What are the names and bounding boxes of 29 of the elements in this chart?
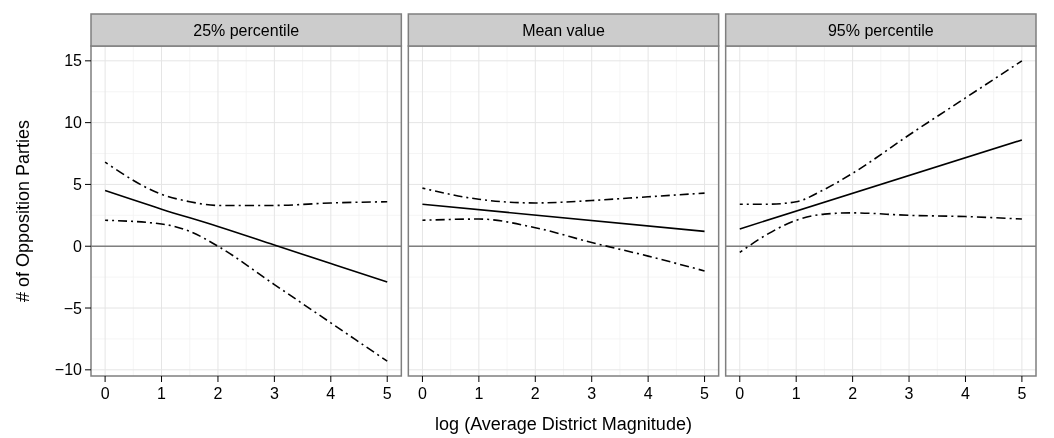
- x-tick-label: 2: [848, 385, 858, 402]
- chart-title: 95% percentile: [827, 22, 934, 39]
- y-tick-label: 10: [64, 114, 83, 132]
- x-tick-label: 2: [213, 385, 223, 402]
- x-tick-label: 5: [700, 385, 710, 402]
- y-tick-label: 15: [64, 52, 83, 70]
- x-tick-label: 4: [326, 385, 336, 402]
- chart-title: 25% percentile: [193, 22, 300, 39]
- x-tick-label: 1: [474, 385, 484, 402]
- x-tick-label: 1: [157, 385, 167, 402]
- x-tick-label: 3: [269, 385, 279, 402]
- x-tick-label: 0: [417, 385, 427, 402]
- x-tick-label: 0: [100, 385, 110, 402]
- x-tick-label: 0: [735, 385, 745, 402]
- x-tick-label: 5: [1017, 385, 1027, 402]
- y-tick-label: −10: [54, 361, 83, 379]
- y-axis-title: # of Opposition Parties: [13, 119, 33, 303]
- y-tick-label: 5: [73, 175, 83, 193]
- chart-title: Mean value: [522, 22, 605, 39]
- x-tick-label: 4: [643, 385, 653, 402]
- x-axis-title: log (Average District Magnitude): [435, 414, 692, 434]
- x-tick-label: 4: [961, 385, 971, 402]
- x-tick-label: 2: [530, 385, 540, 402]
- x-tick-label: 5: [382, 385, 392, 402]
- y-tick-label: 0: [73, 237, 83, 255]
- x-tick-label: 3: [587, 385, 597, 402]
- x-tick-label: 3: [904, 385, 914, 402]
- x-tick-label: 1: [791, 385, 801, 402]
- y-tick-label: −5: [63, 299, 83, 317]
